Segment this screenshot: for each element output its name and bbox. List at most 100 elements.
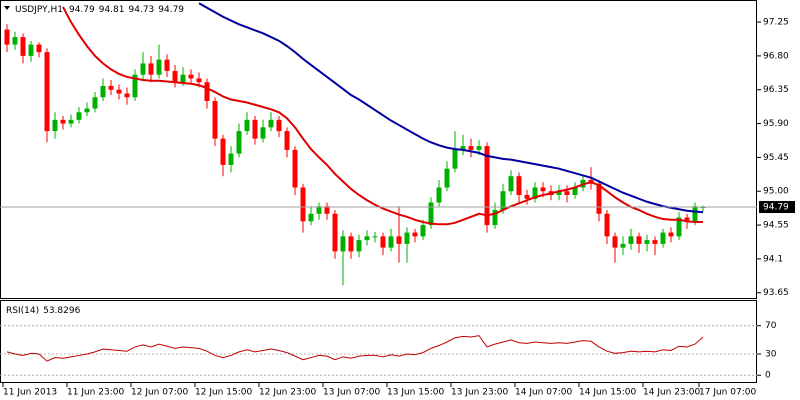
ohlc-high: 94.81 (99, 5, 125, 15)
candle-body (300, 187, 306, 222)
candle-body (212, 101, 218, 139)
candle-body (356, 240, 362, 252)
candle-body (692, 206, 698, 222)
candle-body (524, 194, 530, 199)
candle-body (372, 236, 378, 238)
x-tick-label: 17 Jun 07:00 (699, 388, 756, 398)
candle-body (508, 176, 514, 192)
candle-body (156, 59, 162, 75)
candle-body (316, 206, 322, 214)
candle-body (124, 93, 130, 98)
candle-body (164, 59, 170, 71)
candle-body (396, 236, 402, 244)
candle-body (60, 119, 66, 124)
chart-header: USDJPY,H1 94.79 94.81 94.73 94.79 (15, 5, 184, 15)
rsi-header: RSI(14) 53.8296 (6, 306, 81, 316)
y-tick-label: 94.1 (763, 254, 783, 264)
candle-body (340, 236, 346, 252)
x-tick-label: 12 Jun 23:00 (259, 388, 316, 398)
y-tick-label: 94.55 (763, 221, 789, 231)
x-tick-label: 12 Jun 07:00 (131, 388, 188, 398)
candle-body (172, 70, 178, 83)
candle-body (292, 149, 298, 188)
candle-body (540, 187, 546, 192)
candle-body (100, 85, 106, 98)
y-tick-label: 97.25 (763, 18, 789, 28)
y-tick-label: 96.35 (763, 85, 789, 95)
candle-body (596, 183, 602, 214)
candle-body (644, 240, 650, 244)
candle-body (452, 149, 458, 169)
candle-body (260, 127, 266, 139)
candle-body (492, 210, 498, 226)
candle-body (532, 187, 538, 199)
x-tick-label: 13 Jun 15:00 (387, 388, 444, 398)
y-tick-label: 95.90 (763, 119, 789, 129)
candle-body (148, 63, 154, 75)
rsi-tick-label: 0 (765, 371, 771, 381)
candles (4, 24, 706, 286)
candle-body (324, 206, 330, 214)
y-tick-label: 93.65 (763, 288, 789, 298)
candle-body (132, 74, 138, 98)
current-price-label: 94.79 (763, 203, 789, 213)
candle-body (92, 97, 98, 109)
candle-body (420, 225, 426, 237)
candle-body (116, 89, 122, 94)
candle-body (36, 44, 42, 53)
candle-body (628, 236, 634, 244)
candle-body (652, 240, 658, 244)
candle-body (412, 232, 418, 237)
candle-body (660, 232, 666, 244)
x-tick-label: 12 Jun 15:00 (195, 388, 252, 398)
rsi-panel-frame (0, 300, 757, 383)
y-tick-label: 95.45 (763, 153, 789, 163)
x-tick-label: 14 Jun 23:00 (643, 388, 700, 398)
current-price-tag (759, 201, 795, 214)
candle-body (612, 236, 618, 248)
candle-body (188, 74, 194, 79)
candle-body (244, 119, 250, 132)
candle-body (404, 232, 410, 244)
symbol: USDJPY,H1 (15, 5, 63, 15)
moving-average (62, 6, 703, 226)
candle-body (516, 176, 522, 195)
candle-body (668, 232, 674, 237)
y-tick-label: 95.00 (763, 187, 789, 197)
rsi-tick-label: 30 (765, 350, 777, 360)
candle-body (460, 146, 466, 150)
x-tick-label: 11 Jun 2013 (3, 388, 57, 398)
candle-body (52, 119, 58, 132)
candle-body (84, 108, 90, 113)
candle-body (4, 29, 10, 45)
rsi-label: RSI(14) (6, 306, 39, 316)
candle-body (20, 37, 26, 56)
candle-body (500, 191, 506, 211)
candle-body (444, 168, 450, 188)
candle-body (220, 138, 226, 165)
candle-body (388, 236, 394, 248)
rsi-line (6, 335, 704, 362)
candle-body (676, 217, 682, 237)
candle-body (684, 217, 690, 222)
candle-body (268, 119, 274, 128)
dropdown-icon[interactable] (4, 6, 10, 10)
main-panel-frame (0, 0, 757, 299)
y-tick-label: 96.80 (763, 51, 789, 61)
candle-body (572, 187, 578, 195)
candle-body (468, 146, 474, 150)
candle-body (564, 191, 570, 195)
candle-body (484, 146, 490, 226)
x-tick-label: 13 Jun 07:00 (323, 388, 380, 398)
candle-body (636, 236, 642, 244)
ohlc-close: 94.79 (158, 5, 184, 15)
candle-body (180, 74, 186, 83)
candle-body (28, 44, 34, 56)
candle-body (308, 213, 314, 222)
candle-body (620, 243, 626, 248)
rsi-last: 53.8296 (43, 306, 80, 316)
candle-body (476, 146, 482, 150)
ohlc-low: 94.73 (129, 5, 155, 15)
